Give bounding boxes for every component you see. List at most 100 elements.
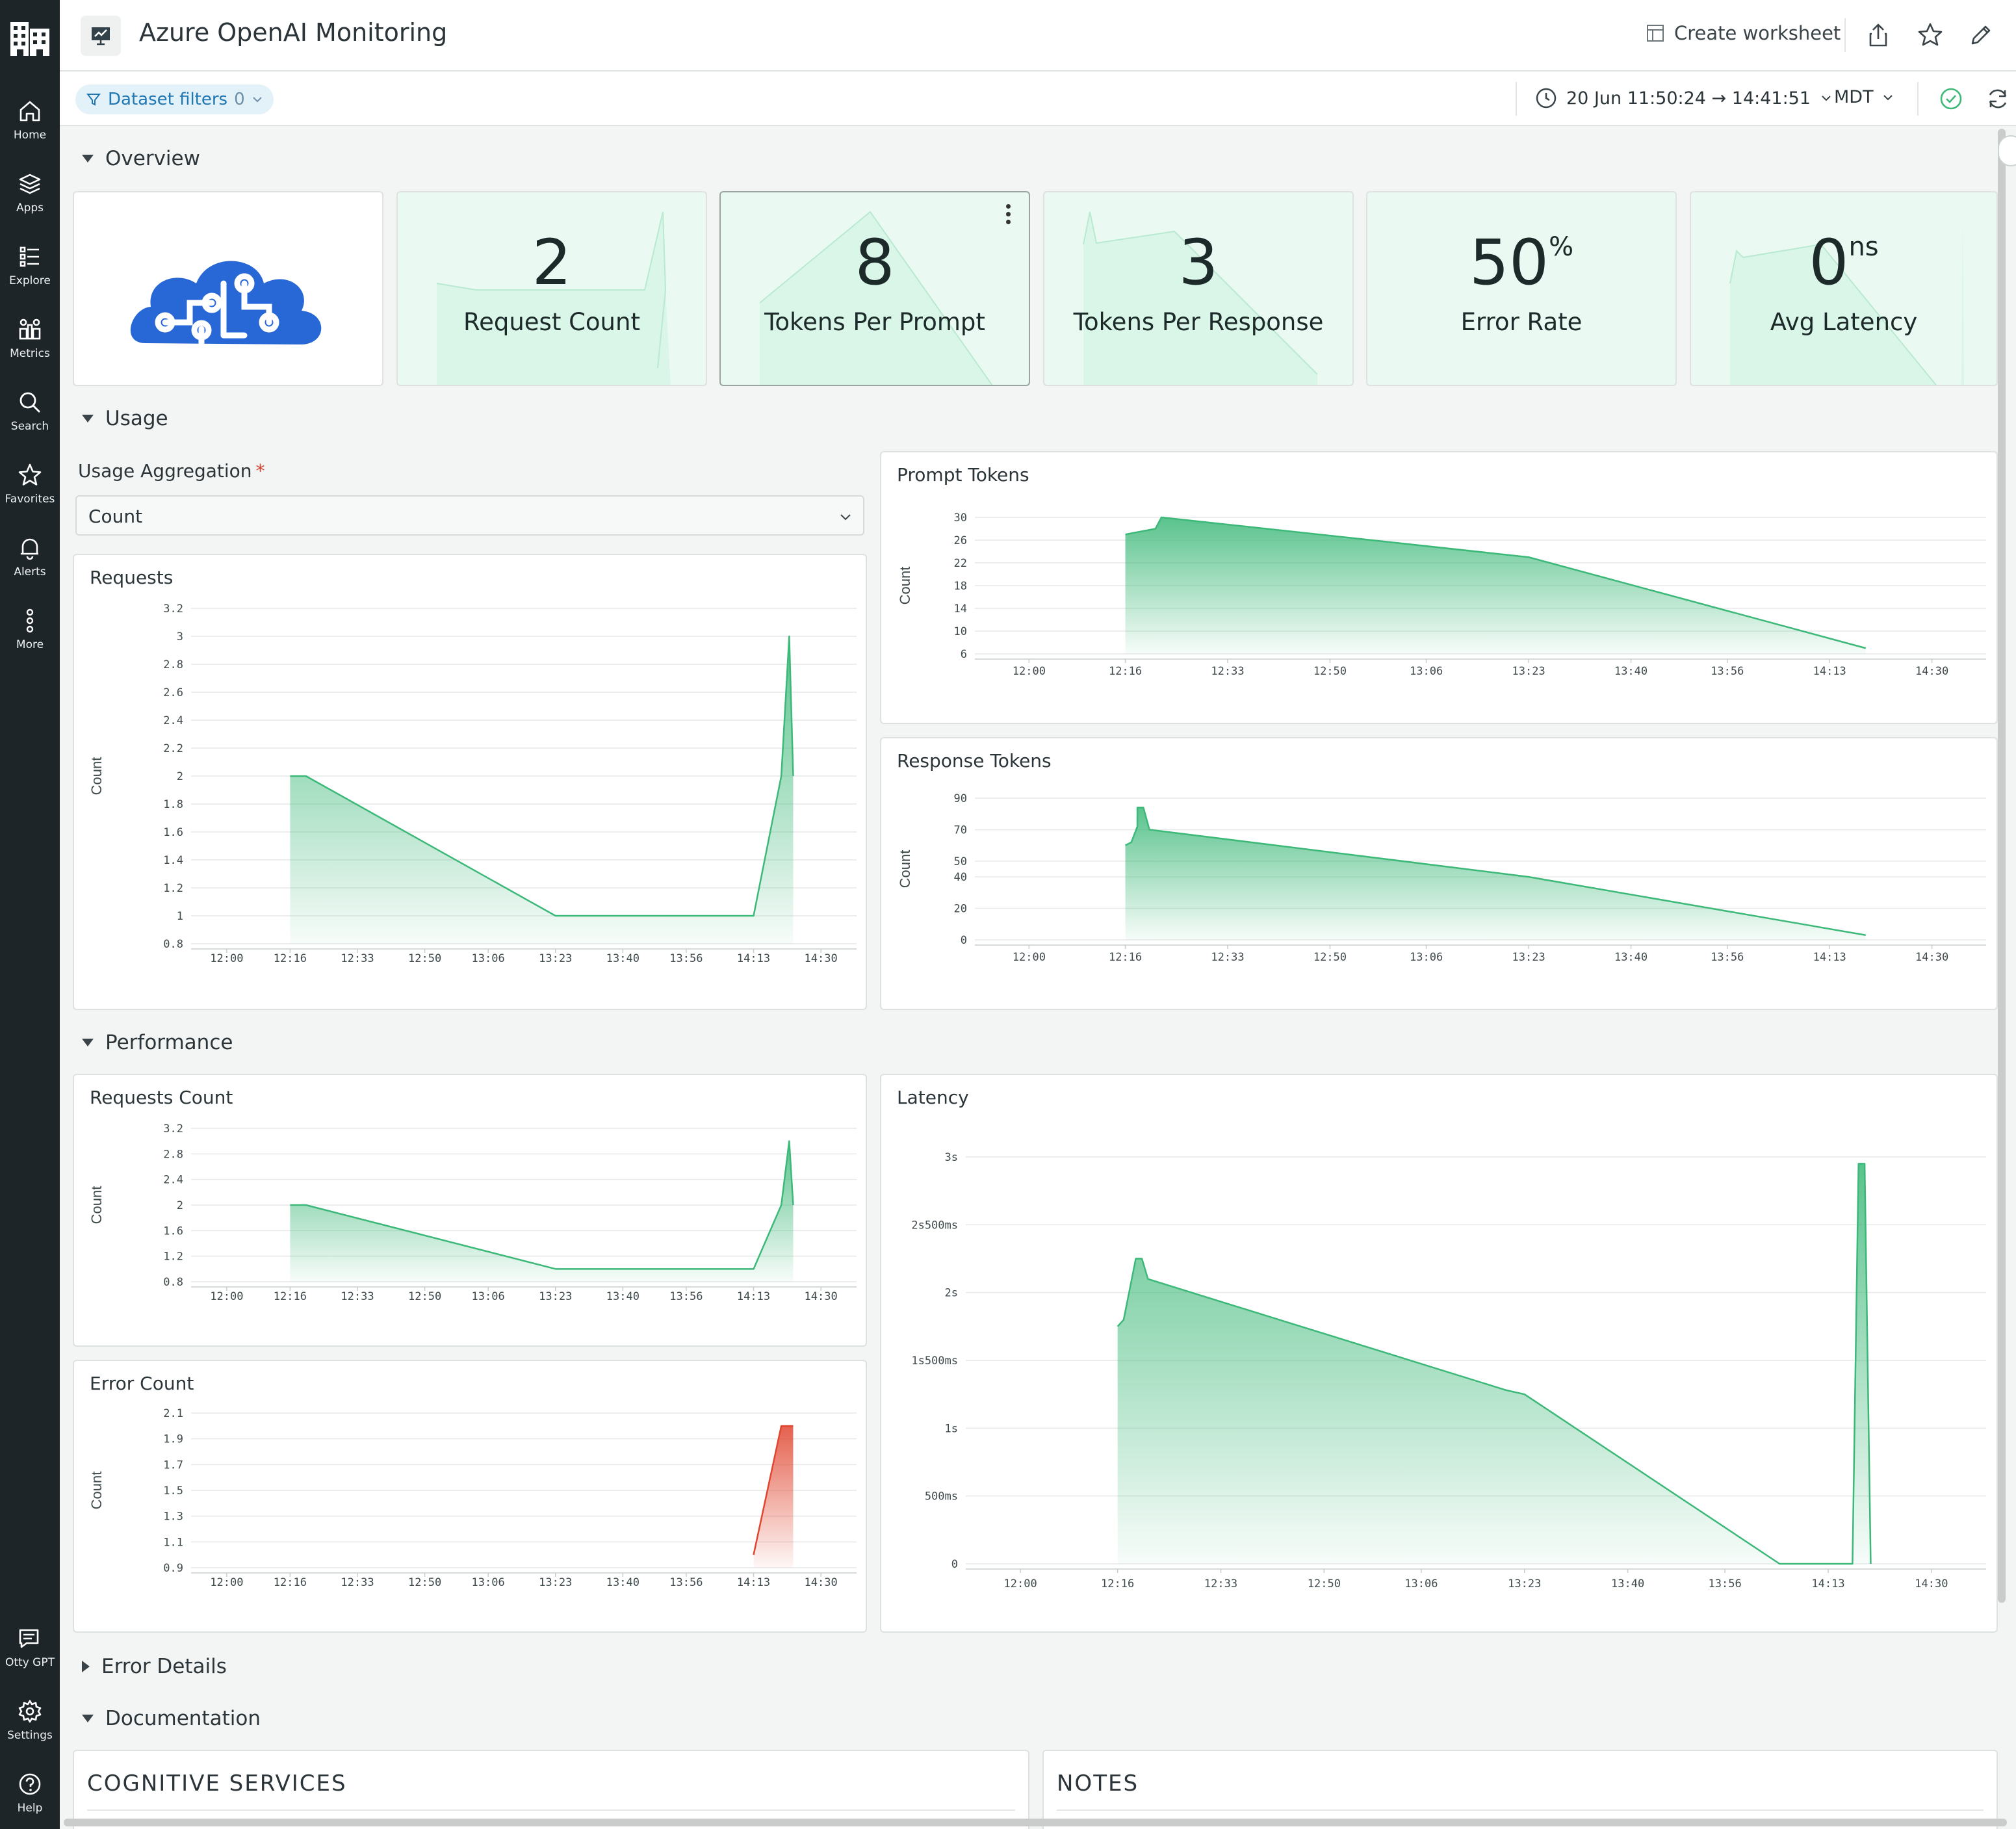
toolbar-divider <box>1917 82 1919 116</box>
kpi-value: 8 <box>721 231 1029 294</box>
kpi-tile-tokens-per-response[interactable]: 3 Tokens Per Response <box>1043 191 1354 386</box>
x-tick-label: 14:30 <box>1915 665 1948 678</box>
x-tick-label: 13:23 <box>1508 1577 1541 1590</box>
x-tick-label: 13:06 <box>472 952 505 965</box>
sidebar-item-settings[interactable]: Settings <box>0 1698 60 1763</box>
kpi-label: Avg Latency <box>1770 308 1918 336</box>
x-tick-label: 13:56 <box>1711 665 1744 678</box>
kebab-menu-icon[interactable] <box>1004 204 1012 226</box>
sidebar-item-explore[interactable]: Explore <box>0 243 60 308</box>
sidebar-item-more[interactable]: More <box>0 607 60 672</box>
x-tick-label: 13:40 <box>1611 1577 1644 1590</box>
sidebar-item-label: Settings <box>7 1729 53 1742</box>
section-title: Error Details <box>101 1655 227 1678</box>
x-tick-label: 14:13 <box>737 1290 770 1303</box>
y-tick-label: 1.1 <box>163 1536 183 1549</box>
create-worksheet-button[interactable]: Create worksheet <box>1646 22 1841 44</box>
favorite-star-icon[interactable] <box>1916 21 1945 49</box>
y-tick-label: 2s500ms <box>911 1219 958 1232</box>
sidebar-item-apps[interactable]: Apps <box>0 170 60 235</box>
kpi-number: 2 <box>532 226 572 299</box>
series-line <box>1117 1163 1872 1565</box>
kpi-tile-avg-latency[interactable]: 0ns Avg Latency <box>1690 191 1998 386</box>
caret-down-icon <box>82 415 94 422</box>
x-tick-label: 12:33 <box>1204 1577 1237 1590</box>
dataset-filters-label: Dataset filters <box>108 90 228 109</box>
x-tick-label: 12:33 <box>341 952 374 965</box>
chart-panel-prompt-tokens: 6 10 14 18 22 26 30 12:00 12:16 12:33 12:50 13:06 13… <box>880 451 1998 724</box>
usage-aggregation-label: Usage Aggregation * <box>78 460 265 482</box>
sidebar-item-alerts[interactable]: Alerts <box>0 534 60 599</box>
dataset-filters-button[interactable]: Dataset filters 0 <box>75 84 274 114</box>
y-tick-label: 3.2 <box>163 1122 183 1135</box>
usage-aggregation-text: Usage Aggregation <box>78 460 252 482</box>
y-tick-label: 1 <box>177 910 183 923</box>
chart-title: Response Tokens <box>897 750 1052 772</box>
time-range-picker[interactable]: 20 Jun 11:50:24 → 14:41:51 <box>1535 87 1833 109</box>
sidebar-item-home[interactable]: Home <box>0 97 60 162</box>
x-tick-label: 12:00 <box>1013 665 1046 678</box>
section-title: Overview <box>105 147 200 170</box>
caret-down-icon <box>82 1715 94 1722</box>
y-tick-label: 3s <box>945 1151 958 1164</box>
timezone-select[interactable]: MDT <box>1834 87 1894 107</box>
section-usage[interactable]: Usage <box>82 407 168 430</box>
x-tick-label: 12:33 <box>341 1576 374 1589</box>
y-tick-label: 0.8 <box>163 938 183 951</box>
x-tick-label: 13:23 <box>539 1290 572 1303</box>
x-tick-label: 13:56 <box>1709 1577 1742 1590</box>
section-overview[interactable]: Overview <box>82 147 200 170</box>
divider <box>1057 1810 1984 1811</box>
usage-aggregation-select[interactable]: Count <box>75 495 864 536</box>
chart-title: Requests <box>90 567 174 588</box>
kpi-tile-error-rate[interactable]: 50% Error Rate <box>1366 191 1677 386</box>
x-tick-label: 13:56 <box>669 1290 703 1303</box>
x-tick-label: 13:40 <box>606 1576 640 1589</box>
azure-openai-logo-tile <box>73 191 383 386</box>
chart-svg: 0.9 1.1 1.3 1.5 1.7 1.9 2.1 12:00 12:16 12:33 12:5… <box>88 1407 857 1589</box>
x-tick-label: 12:33 <box>1211 665 1244 678</box>
refresh-icon[interactable] <box>1984 84 2012 113</box>
collapse-panel-handle[interactable] <box>1998 135 2016 166</box>
kpi-number: 3 <box>1178 226 1219 299</box>
share-icon[interactable] <box>1864 21 1893 49</box>
sidebar-item-otty-gpt[interactable]: Otty GPT <box>0 1625 60 1690</box>
sidebar-item-metrics[interactable]: Metrics <box>0 316 60 381</box>
gear-icon <box>18 1700 42 1723</box>
sidebar-item-help[interactable]: Help <box>0 1771 60 1829</box>
kpi-tile-tokens-per-prompt[interactable]: 8 Tokens Per Prompt <box>719 191 1030 386</box>
y-tick-label: 1.6 <box>163 1225 183 1238</box>
y-tick-label: 2.8 <box>163 658 183 671</box>
section-performance[interactable]: Performance <box>82 1031 233 1054</box>
section-error-details[interactable]: Error Details <box>82 1655 227 1678</box>
edit-pencil-icon[interactable] <box>1967 21 1995 49</box>
x-tick-label: 13:23 <box>539 1576 572 1589</box>
status-ok-icon[interactable] <box>1937 84 1965 113</box>
sidebar-item-favorites[interactable]: Favorites <box>0 461 60 526</box>
section-title: Usage <box>105 407 168 430</box>
kpi-value: 2 <box>398 231 706 294</box>
x-tick-label: 12:50 <box>408 1576 441 1589</box>
x-tick-label: 13:40 <box>1614 665 1648 678</box>
vertical-scrollbar[interactable] <box>1998 129 2006 1603</box>
y-tick-label: 2.4 <box>163 714 183 727</box>
divider <box>87 1810 1015 1811</box>
app-logo[interactable] <box>6 14 53 61</box>
chart-panel-requests: 0.8 1 1.2 1.4 1.6 1.8 2 2.2 2.4 2.6 2.8 3 3.2 12:00 12… <box>73 554 867 1010</box>
x-tick-label: 14:30 <box>1915 951 1948 964</box>
more-icon <box>26 608 34 633</box>
y-tick-label: 1.7 <box>163 1459 183 1472</box>
chart-panel-response-tokens: 0 20 40 50 70 90 12:00 12:16 12:33 12:50 13:06 13:2… <box>880 737 1998 1010</box>
y-tick-label: 1.5 <box>163 1485 183 1498</box>
y-tick-label: 1s <box>945 1422 958 1435</box>
sidebar-item-search[interactable]: Search <box>0 389 60 454</box>
section-documentation[interactable]: Documentation <box>82 1707 261 1730</box>
cloud-circuit-icon <box>130 261 322 346</box>
y-tick-label: 1.2 <box>163 882 183 895</box>
y-tick-label: 3.2 <box>163 603 183 616</box>
chevron-down-icon <box>1822 96 1831 101</box>
x-tick-label: 12:00 <box>210 1576 243 1589</box>
y-tick-label: 2.6 <box>163 686 183 699</box>
horizontal-scrollbar[interactable] <box>64 1819 2007 1826</box>
kpi-tile-request-count[interactable]: 2 Request Count <box>396 191 707 386</box>
